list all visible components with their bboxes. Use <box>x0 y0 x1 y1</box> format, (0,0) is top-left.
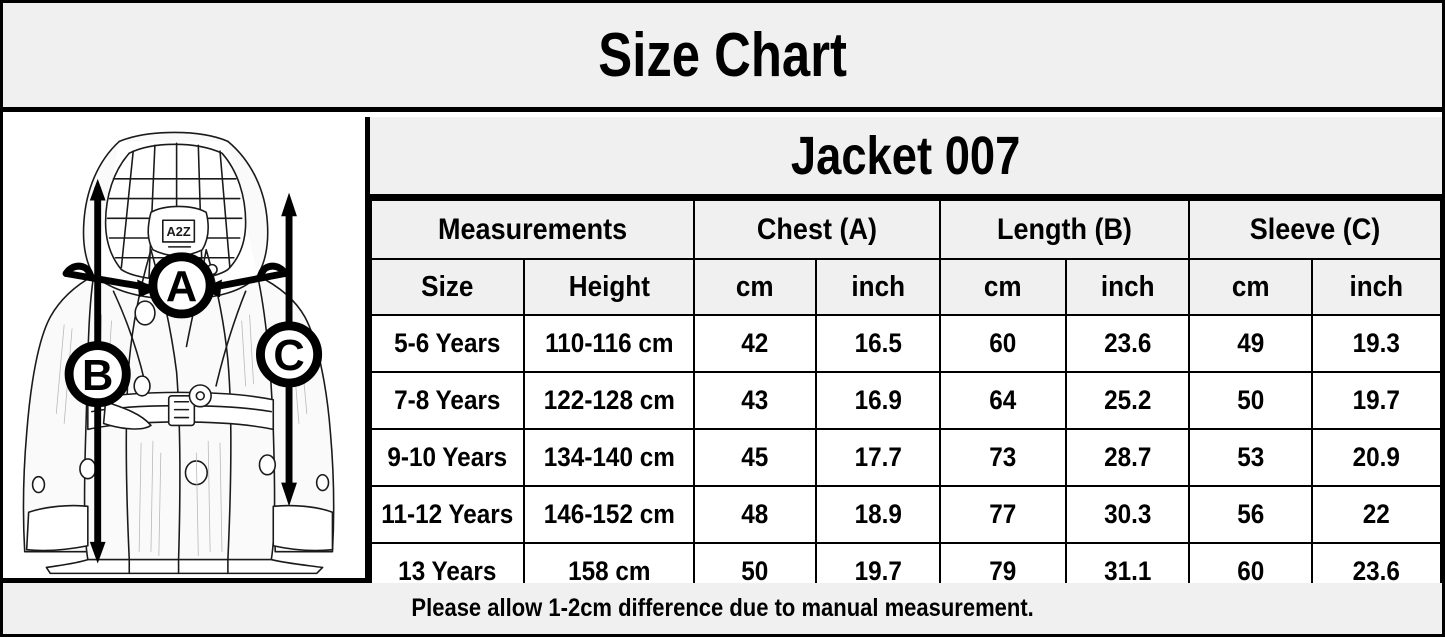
marker-b: B <box>64 341 131 408</box>
cell-sleeve-cm: 56 <box>1187 485 1314 544</box>
marker-a: A <box>148 252 215 319</box>
cell-chest-cm: 48 <box>693 485 817 544</box>
brand-label-text: A2Z <box>166 224 190 239</box>
group-header-sleeve: Sleeve (C) <box>1187 199 1442 260</box>
table-group-header-row: Measurements Chest (A) Length (B) Sleeve… <box>369 199 1442 260</box>
cell-chest-cm: 45 <box>693 428 817 487</box>
unit-header-chest-inch: inch <box>814 258 942 316</box>
cell-sleeve-inch: 19.7 <box>1311 371 1442 430</box>
marker-c-label: C <box>273 332 304 380</box>
cell-height: 146-152 cm <box>522 485 696 544</box>
cell-chest-cm: 43 <box>693 371 817 430</box>
measurement-disclaimer: Please allow 1-2cm difference due to man… <box>3 583 1442 634</box>
unit-header-length-inch: inch <box>1064 258 1190 316</box>
cell-sleeve-cm: 50 <box>1187 371 1314 430</box>
cell-sleeve-inch: 22 <box>1311 485 1442 544</box>
cell-length-inch: 30.3 <box>1064 485 1190 544</box>
cell-sleeve-cm: 53 <box>1187 428 1314 487</box>
cell-sleeve-inch: 19.3 <box>1311 314 1442 373</box>
group-header-chest: Chest (A) <box>693 199 942 260</box>
cell-chest-cm: 42 <box>693 314 817 373</box>
marker-c: C <box>256 321 323 388</box>
cell-sleeve-cm: 49 <box>1187 314 1314 373</box>
jacket-diagram-svg: A2Z <box>22 131 335 575</box>
cell-length-cm: 77 <box>939 485 1067 544</box>
table-unit-header-row: Size Height cm inch cm inch <box>370 258 1442 316</box>
unit-header-size: Size <box>370 258 525 316</box>
unit-header-chest-cm: cm <box>693 258 817 316</box>
unit-header-sleeve-cm: cm <box>1187 258 1314 316</box>
cell-chest-inch: 18.9 <box>814 485 942 544</box>
table-row: 11-12 Years 146-152 cm 48 18.9 77 30.3 5… <box>370 485 1442 544</box>
cell-chest-inch: 16.5 <box>814 314 942 373</box>
unit-header-length-cm: cm <box>939 258 1067 316</box>
chart-title-bar: Size Chart <box>3 3 1442 112</box>
cell-height: 110-116 cm <box>522 314 696 373</box>
cell-sleeve-inch: 20.9 <box>1311 428 1442 487</box>
marker-a-label: A <box>166 263 197 311</box>
size-table-region: Jacket 007 Measurements Chest <box>369 117 1442 601</box>
cell-size: 5-6 Years <box>370 314 525 373</box>
table-row: 9-10 Years 134-140 cm 45 17.7 73 28.7 53… <box>370 428 1442 487</box>
cell-length-cm: 73 <box>939 428 1067 487</box>
size-table-body: 5-6 Years 110-116 cm 42 16.5 60 23.6 49 … <box>370 314 1442 601</box>
cell-size: 11-12 Years <box>370 485 525 544</box>
page-title: Size Chart <box>598 20 847 90</box>
table-row: 5-6 Years 110-116 cm 42 16.5 60 23.6 49 … <box>370 314 1442 373</box>
cell-chest-inch: 17.7 <box>814 428 942 487</box>
product-title-bar: Jacket 007 <box>370 117 1442 199</box>
cell-length-inch: 25.2 <box>1064 371 1190 430</box>
disclaimer-text: Please allow 1-2cm difference due to man… <box>411 594 1034 622</box>
group-header-measurements: Measurements <box>369 199 696 260</box>
size-table: Measurements Chest (A) Length (B) Sleeve… <box>369 199 1442 601</box>
cell-size: 9-10 Years <box>370 428 525 487</box>
cell-chest-inch: 16.9 <box>814 371 942 430</box>
unit-header-sleeve-inch: inch <box>1311 258 1442 316</box>
cell-height: 122-128 cm <box>522 371 696 430</box>
unit-header-height: Height <box>522 258 696 316</box>
cell-length-cm: 60 <box>939 314 1067 373</box>
jacket-illustration-panel: A2Z <box>3 117 370 583</box>
cell-length-inch: 23.6 <box>1064 314 1190 373</box>
group-header-length: Length (B) <box>939 199 1190 260</box>
cell-height: 134-140 cm <box>522 428 696 487</box>
product-title: Jacket 007 <box>791 125 1021 186</box>
marker-b-label: B <box>82 352 113 400</box>
cell-length-cm: 64 <box>939 371 1067 430</box>
cell-length-inch: 28.7 <box>1064 428 1190 487</box>
cell-size: 7-8 Years <box>370 371 525 430</box>
table-row: 7-8 Years 122-128 cm 43 16.9 64 25.2 50 … <box>370 371 1442 430</box>
